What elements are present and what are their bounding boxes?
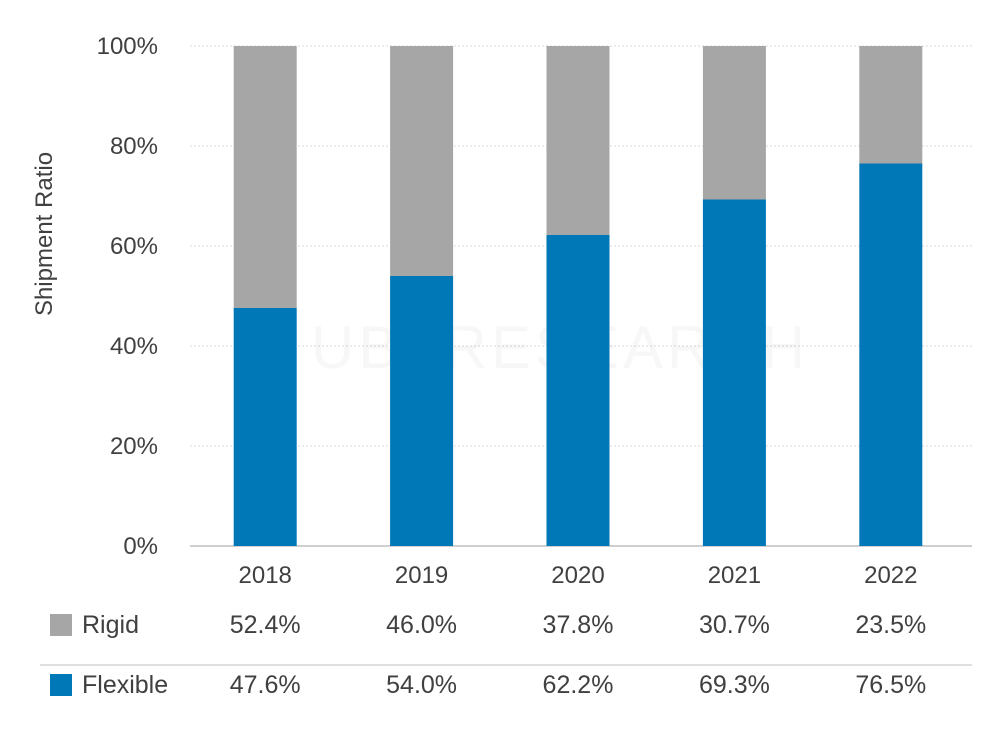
x-tick-label: 2019 <box>395 562 448 589</box>
bar-flexible-2021 <box>702 199 766 546</box>
table-row-label: Flexible <box>82 671 168 699</box>
legend-swatch-rigid <box>50 614 72 636</box>
table-cell: 47.6% <box>230 671 301 699</box>
y-tick-label: 80% <box>110 133 158 160</box>
y-axis-title: Shipment Ratio <box>31 152 58 316</box>
table-cell: 62.2% <box>543 671 614 699</box>
y-tick-label: 60% <box>110 233 158 260</box>
y-tick-label: 40% <box>110 333 158 360</box>
x-tick-label: 2021 <box>708 562 761 589</box>
table-cell: 37.8% <box>543 611 614 639</box>
table-cell: 69.3% <box>699 671 770 699</box>
bar-flexible-2022 <box>859 163 923 546</box>
bar-rigid-2021 <box>702 46 766 200</box>
x-axis-ticks: 2018 2019 2020 2021 2022 <box>239 562 918 589</box>
x-tick-label: 2018 <box>239 562 292 589</box>
y-axis-ticks: 0% 20% 40% 60% 80% 100% <box>97 33 158 560</box>
bar-flexible-2019 <box>390 276 454 546</box>
legend-swatch-flexible <box>50 674 72 696</box>
table-cell: 52.4% <box>230 611 301 639</box>
table-cell: 76.5% <box>855 671 926 699</box>
y-tick-label: 20% <box>110 433 158 460</box>
bar-rigid-2018 <box>233 46 297 308</box>
bar-flexible-2018 <box>233 308 297 546</box>
bar-flexible-2020 <box>546 235 610 546</box>
x-tick-label: 2020 <box>551 562 604 589</box>
x-tick-label: 2022 <box>864 562 917 589</box>
table-cell: 30.7% <box>699 611 770 639</box>
table-row-label: Rigid <box>82 611 139 639</box>
bars <box>233 46 923 546</box>
data-table: Rigid 52.4% 46.0% 37.8% 30.7% 23.5% Flexible 47… <box>40 611 972 699</box>
bar-rigid-2022 <box>859 46 923 164</box>
table-cell: 46.0% <box>386 611 457 639</box>
table-cell: 23.5% <box>855 611 926 639</box>
bar-rigid-2020 <box>546 46 610 235</box>
bar-rigid-2019 <box>390 46 454 276</box>
y-tick-label: 100% <box>97 33 158 60</box>
table-cell: 54.0% <box>386 671 457 699</box>
y-tick-label: 0% <box>123 533 158 560</box>
